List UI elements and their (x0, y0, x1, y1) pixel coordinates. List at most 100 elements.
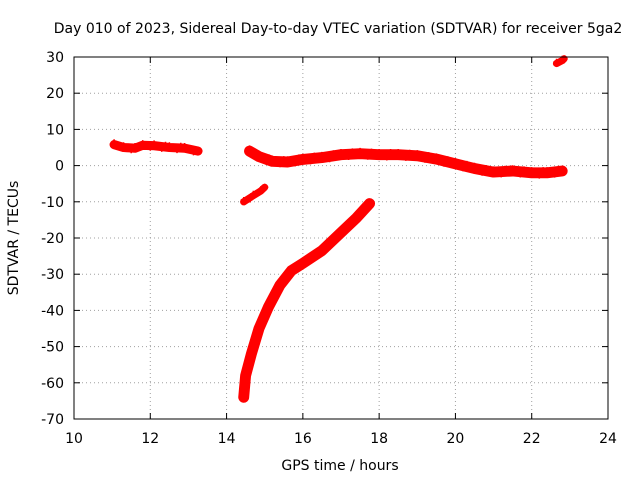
data-point-marker (259, 154, 266, 161)
data-point-marker (147, 144, 154, 151)
data-point-marker (254, 326, 261, 333)
data-point-marker (475, 166, 482, 173)
y-tick-label: -10 (41, 195, 64, 211)
data-point-marker (372, 151, 379, 158)
data-point-marker (247, 357, 254, 364)
data-point-marker (273, 158, 280, 165)
data-point-marker (410, 152, 417, 159)
y-tick-label: -70 (41, 412, 64, 428)
data-point-marker (303, 156, 310, 163)
data-point-marker (509, 165, 516, 172)
data-point-marker (249, 149, 256, 156)
data-series (109, 55, 568, 403)
data-point-marker (286, 270, 293, 277)
data-point-marker (479, 169, 486, 176)
data-point-marker (551, 171, 558, 178)
y-tick-label: 20 (46, 86, 64, 102)
y-tick-label: -40 (41, 303, 64, 319)
data-point-marker (444, 156, 451, 163)
data-point-marker (391, 151, 398, 158)
data-point-marker (299, 153, 306, 160)
data-point-marker (261, 183, 269, 191)
data-point-marker (498, 171, 505, 178)
data-point-marker (418, 153, 425, 160)
data-point-marker (383, 154, 390, 161)
data-point-marker (560, 55, 568, 63)
series-band (238, 198, 376, 403)
data-point-marker (524, 169, 531, 176)
data-point-marker (275, 288, 282, 295)
data-point-marker (151, 140, 158, 147)
data-point-marker (387, 149, 394, 155)
data-point-marker (181, 143, 188, 149)
data-point-marker (421, 156, 428, 163)
data-point-marker (253, 335, 260, 342)
data-point-marker (139, 140, 146, 147)
data-point-marker (555, 165, 562, 172)
data-point-marker (190, 149, 197, 156)
data-point-marker (513, 168, 520, 175)
data-point-marker (315, 155, 322, 161)
data-point-marker (517, 171, 524, 178)
data-point-marker (532, 169, 539, 176)
data-point-marker (460, 165, 467, 172)
x-tick-label: 22 (523, 431, 541, 447)
data-point-marker (399, 152, 405, 158)
data-point-marker (425, 152, 432, 159)
axis-ticks (73, 56, 609, 420)
data-point-marker (243, 368, 250, 375)
data-point-marker (284, 156, 291, 163)
data-point-marker (247, 196, 254, 203)
data-point-marker (254, 190, 261, 197)
data-point-marker (166, 142, 173, 149)
data-point-marker (322, 154, 329, 161)
data-point-marker (266, 154, 272, 161)
data-point-marker (174, 147, 180, 154)
y-tick-label: -50 (41, 340, 64, 356)
data-point-marker (262, 158, 269, 165)
data-point-marker (263, 310, 270, 317)
data-point-marker (259, 321, 266, 327)
data-point-marker (246, 358, 253, 365)
data-point-marker (502, 165, 508, 172)
data-point-marker (186, 146, 193, 153)
data-point-marker (344, 226, 351, 233)
data-point-marker (414, 150, 421, 157)
data-point-marker (318, 151, 325, 158)
data-point-marker (132, 143, 138, 149)
data-point-marker (296, 265, 302, 272)
data-point-marker (341, 151, 348, 158)
x-axis-label: GPS time / hours (281, 458, 398, 474)
data-point-marker (281, 279, 288, 285)
data-point-marker (124, 144, 131, 151)
data-point-marker (471, 162, 478, 169)
data-point-marker (115, 143, 122, 150)
data-point-marker (349, 148, 356, 155)
data-point-marker (505, 168, 512, 175)
data-point-marker (311, 152, 318, 159)
data-point-marker (452, 158, 459, 165)
data-point-marker (242, 376, 249, 383)
data-point-marker (315, 252, 322, 259)
chart-title: Day 010 of 2023, Sidereal Day-to-day VTE… (54, 21, 623, 37)
data-point-marker (257, 186, 264, 193)
data-point-marker (429, 155, 436, 162)
grid-lines (74, 57, 608, 419)
data-point-marker (456, 161, 463, 168)
data-point-marker (135, 143, 142, 150)
data-point-marker (326, 156, 333, 163)
data-point-marker (249, 347, 256, 354)
data-point-marker (467, 164, 474, 171)
data-point-marker (307, 158, 314, 165)
x-tick-label: 16 (294, 431, 312, 447)
y-axis-label: SDTVAR / TECUs (6, 181, 22, 296)
data-point-marker (358, 212, 365, 218)
data-point-marker (345, 154, 352, 160)
data-point-marker (277, 161, 283, 168)
data-point-marker (269, 299, 276, 306)
data-point-marker (120, 142, 127, 149)
data-point-marker (332, 237, 339, 244)
x-tick-label: 14 (218, 431, 236, 447)
data-point-marker (556, 59, 563, 66)
